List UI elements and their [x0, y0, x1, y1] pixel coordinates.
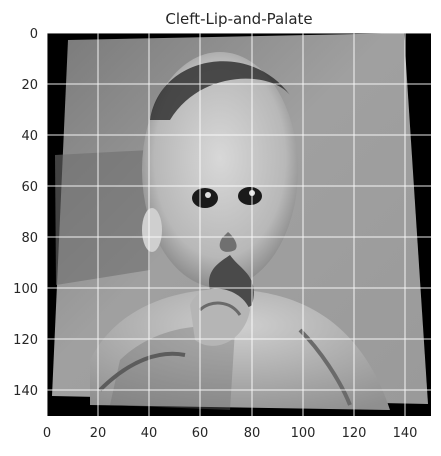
y-tick-label: 100	[13, 282, 38, 297]
x-tick-label: 80	[244, 426, 261, 441]
x-tick-label: 100	[291, 426, 316, 441]
x-tick-label: 20	[90, 426, 107, 441]
grid	[46, 32, 431, 416]
plot-title: Cleft-Lip-and-Palate	[165, 10, 312, 28]
x-tick-label: 40	[141, 426, 158, 441]
y-tick-label: 140	[13, 384, 38, 399]
x-tick-label: 0	[43, 426, 51, 441]
y-tick-label: 0	[30, 27, 38, 42]
x-tick-label: 140	[393, 426, 418, 441]
y-tick-label: 20	[21, 78, 38, 93]
x-tick-label: 120	[342, 426, 367, 441]
y-tick-label: 120	[13, 333, 38, 348]
y-tick-label: 60	[21, 180, 38, 195]
x-tick-label: 60	[192, 426, 209, 441]
infant-photo	[47, 33, 431, 416]
y-tick-label: 40	[21, 129, 38, 144]
y-tick-label: 80	[21, 231, 38, 246]
